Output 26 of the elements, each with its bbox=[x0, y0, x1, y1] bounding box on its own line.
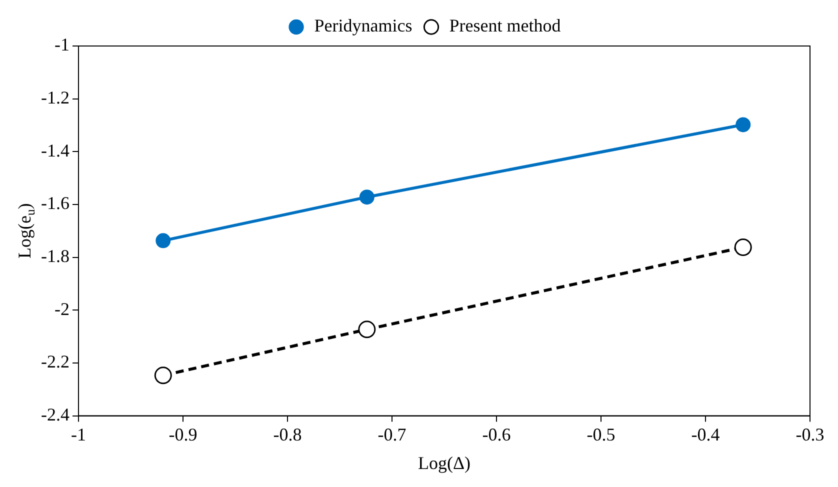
y-tick-label: -1.4 bbox=[40, 140, 70, 160]
point bbox=[736, 117, 751, 132]
legend-label: Present method bbox=[449, 16, 561, 36]
point bbox=[359, 190, 374, 205]
x-tick-label: -0.5 bbox=[586, 424, 616, 444]
y-tick-label: -1.8 bbox=[40, 246, 70, 266]
x-tick-label: -0.9 bbox=[168, 424, 198, 444]
y-tick-label: -2.4 bbox=[40, 404, 70, 425]
x-tick-label: -0.6 bbox=[482, 424, 511, 444]
y-tick-label: -1 bbox=[54, 34, 70, 55]
y-tick-label: -1.6 bbox=[40, 193, 70, 214]
x-tick-label: -1 bbox=[70, 424, 86, 444]
point bbox=[358, 320, 376, 338]
legend-label: Peridynamics bbox=[314, 16, 412, 36]
x-tick-label: -0.4 bbox=[691, 424, 720, 444]
x-axis-title: Log(Δ) bbox=[418, 452, 471, 473]
point bbox=[734, 238, 752, 256]
x-tick-label: -0.7 bbox=[378, 424, 406, 444]
y-axis-title: Log(eu) bbox=[14, 203, 38, 259]
point bbox=[156, 233, 171, 248]
x-tick-label: -0.3 bbox=[796, 424, 824, 444]
y-tick-label: -2 bbox=[54, 298, 70, 319]
y-tick-label: -2.2 bbox=[40, 352, 70, 372]
y-tick-label: -1.2 bbox=[40, 88, 70, 108]
point bbox=[154, 366, 172, 384]
x-tick-label: -0.8 bbox=[273, 424, 302, 444]
